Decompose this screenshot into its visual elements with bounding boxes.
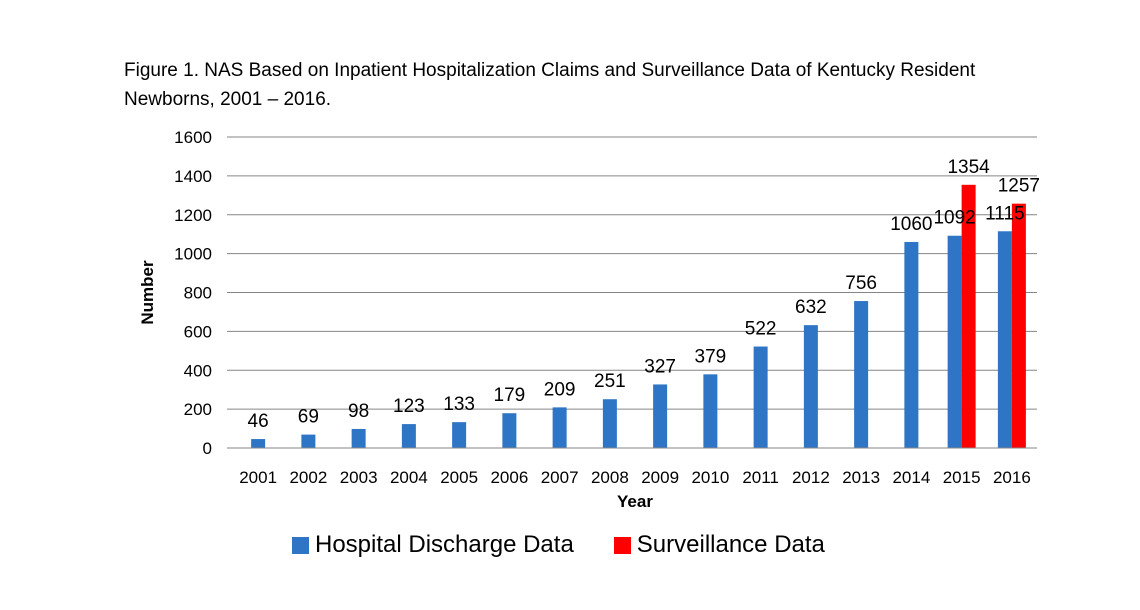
y-tick-label: 800: [184, 284, 212, 303]
bar: [803, 325, 818, 448]
y-tick-label: 200: [184, 400, 212, 419]
y-tick-label: 1200: [174, 206, 212, 225]
y-tick-label: 600: [184, 322, 212, 341]
x-tick-label: 2002: [289, 468, 327, 487]
bar: [552, 407, 567, 448]
data-label: 1115: [985, 203, 1024, 224]
x-axis-title: Year: [617, 492, 653, 511]
bar: [351, 428, 366, 448]
data-label: 1060: [890, 214, 932, 235]
bar: [703, 374, 718, 448]
data-label: 756: [845, 273, 877, 294]
data-label: 209: [544, 379, 576, 400]
x-tick-label: 2007: [541, 468, 579, 487]
figure-title: Figure 1. NAS Based on Inpatient Hospita…: [124, 56, 1044, 114]
data-label: 522: [745, 319, 777, 340]
legend-label-surveillance: Surveillance Data: [636, 531, 825, 558]
x-tick-label: 2015: [943, 468, 981, 487]
data-labels: 46 69 98 123 133 179 209 251 327 379 522 632 756 1060…: [248, 157, 1040, 432]
data-label: 632: [795, 297, 827, 318]
x-tick-label: 2011: [742, 468, 779, 487]
y-tick-label: 400: [184, 361, 212, 380]
data-label: 46: [248, 411, 269, 432]
y-axis-ticks: 0 200 400 600 800 1000 1200 1400 1600: [174, 128, 233, 458]
data-label: 179: [494, 385, 526, 406]
data-label: 327: [644, 356, 676, 377]
x-tick-label: 2012: [792, 468, 830, 487]
data-label: 379: [695, 346, 727, 367]
data-label: 251: [594, 371, 626, 392]
bar: [1011, 203, 1026, 448]
data-label: 123: [393, 396, 425, 417]
x-tick-label: 2010: [691, 468, 729, 487]
y-tick-label: 1400: [174, 167, 212, 186]
legend: Hospital Discharge Data Surveillance Dat…: [292, 531, 825, 559]
x-tick-label: 2016: [993, 468, 1031, 487]
data-label: 1092: [933, 208, 975, 229]
bar: [251, 439, 266, 448]
x-tick-label: 2001: [239, 468, 277, 487]
data-label: 69: [298, 407, 319, 428]
bar: [653, 384, 668, 448]
bar: [452, 422, 467, 448]
legend-label-hospital: Hospital Discharge Data: [315, 531, 574, 558]
legend-item-hospital: Hospital Discharge Data: [292, 531, 574, 559]
bar: [401, 424, 416, 448]
bar-chart: 0 200 400 600 800 1000 1200 1400 1600 46 69 98 123 1…: [138, 128, 1040, 511]
x-tick-label: 2003: [340, 468, 378, 487]
data-label: 98: [348, 401, 369, 422]
legend-swatch-surveillance: [613, 536, 631, 554]
x-tick-label: 2006: [490, 468, 528, 487]
data-label: 133: [443, 394, 475, 415]
y-tick-label: 0: [203, 439, 212, 458]
gridlines: [233, 136, 1037, 410]
bar: [854, 301, 869, 448]
x-tick-label: 2005: [440, 468, 478, 487]
y-tick-label: 1600: [174, 128, 212, 147]
x-tick-label: 2013: [842, 468, 880, 487]
x-tick-label: 2008: [591, 468, 629, 487]
x-axis-ticks: 2001 2002 2003 2004 2005 2006 2007 2008 2009 2010…: [239, 468, 1031, 487]
figure-title-line-1: Figure 1. NAS Based on Inpatient Hospita…: [124, 60, 976, 81]
y-tick-label: 1000: [174, 245, 212, 264]
bar: [502, 413, 517, 448]
y-axis-title: Number: [138, 260, 157, 325]
x-tick-label: 2009: [641, 468, 679, 487]
legend-item-surveillance: Surveillance Data: [613, 531, 825, 559]
bar: [997, 231, 1012, 448]
legend-swatch-hospital: [292, 536, 309, 554]
bar: [753, 346, 768, 448]
data-label: 1257: [998, 176, 1040, 197]
bar: [947, 235, 962, 448]
bar: [904, 241, 919, 448]
x-tick-label: 2014: [892, 468, 930, 487]
x-tick-label: 2004: [390, 468, 428, 487]
bar: [301, 434, 316, 448]
bars: [251, 184, 1026, 448]
bar: [602, 399, 617, 448]
data-label: 1354: [947, 157, 990, 178]
bar: [961, 184, 976, 448]
figure-title-line-2: Newborns, 2001 – 2016.: [124, 89, 332, 110]
